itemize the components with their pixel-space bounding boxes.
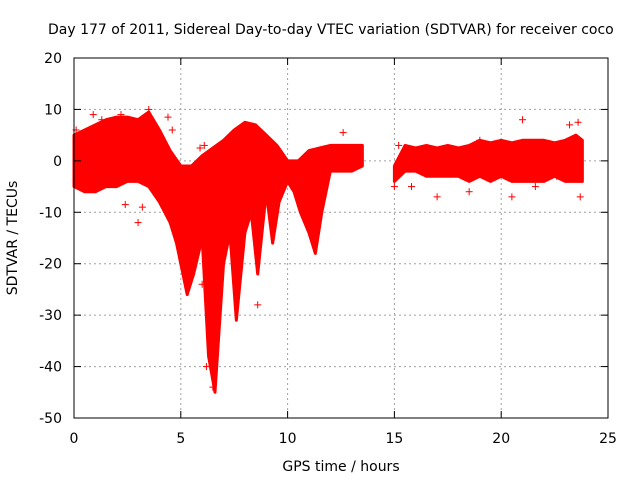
data-point (89, 111, 97, 119)
data-point (237, 244, 245, 252)
data-point (200, 141, 208, 149)
y-tick-label: -30 (39, 308, 62, 324)
x-tick-label: 5 (176, 431, 185, 447)
data-series (72, 105, 584, 394)
data-point (519, 116, 527, 124)
y-tick-label: -20 (39, 257, 62, 273)
grid-lines (74, 58, 608, 418)
axis-ticks: 0 5 10 15 20 25 -50 -40 -30 -20 -10 0 10 20 (39, 51, 617, 447)
data-point (173, 229, 181, 237)
y-axis-label: SDTVAR / TECUs (5, 181, 21, 296)
data-band-afternoon (392, 133, 584, 183)
y-tick-label: 0 (53, 154, 62, 170)
data-point (241, 198, 249, 206)
data-point (566, 121, 574, 129)
data-point (395, 141, 403, 149)
data-point (574, 118, 582, 126)
x-tick-label: 25 (599, 431, 617, 447)
data-band-morning (72, 110, 364, 394)
x-tick-label: 0 (70, 431, 79, 447)
x-tick-label: 15 (385, 431, 403, 447)
data-point (465, 188, 473, 196)
chart-title: Day 177 of 2011, Sidereal Day-to-day VTE… (48, 22, 614, 38)
data-point (196, 144, 204, 152)
plot-frame (73, 57, 609, 419)
data-point (339, 129, 347, 137)
data-point (209, 383, 217, 391)
data-point (390, 183, 398, 191)
y-tick-label: -50 (39, 411, 62, 427)
y-tick-label: -10 (39, 205, 62, 221)
y-tick-label: -40 (39, 360, 62, 376)
data-point (168, 126, 176, 134)
data-point (576, 193, 584, 201)
data-point (433, 193, 441, 201)
data-point (164, 113, 172, 121)
data-point (407, 183, 415, 191)
x-axis-label: GPS time / hours (282, 459, 399, 475)
data-point (198, 280, 206, 288)
data-point (553, 172, 561, 180)
data-point (202, 363, 210, 371)
data-point (134, 219, 142, 227)
y-tick-label: 20 (44, 51, 62, 67)
data-point (98, 116, 106, 124)
data-point (117, 111, 125, 119)
x-tick-label: 10 (279, 431, 297, 447)
data-point (254, 301, 262, 309)
data-point (476, 136, 484, 144)
data-point (508, 193, 516, 201)
data-point (76, 136, 84, 144)
y-tick-label: 10 (44, 102, 62, 118)
data-point (138, 203, 146, 211)
x-tick-label: 20 (492, 431, 510, 447)
data-point (121, 201, 129, 209)
data-point (354, 147, 362, 155)
data-point (531, 183, 539, 191)
data-point (145, 105, 153, 113)
